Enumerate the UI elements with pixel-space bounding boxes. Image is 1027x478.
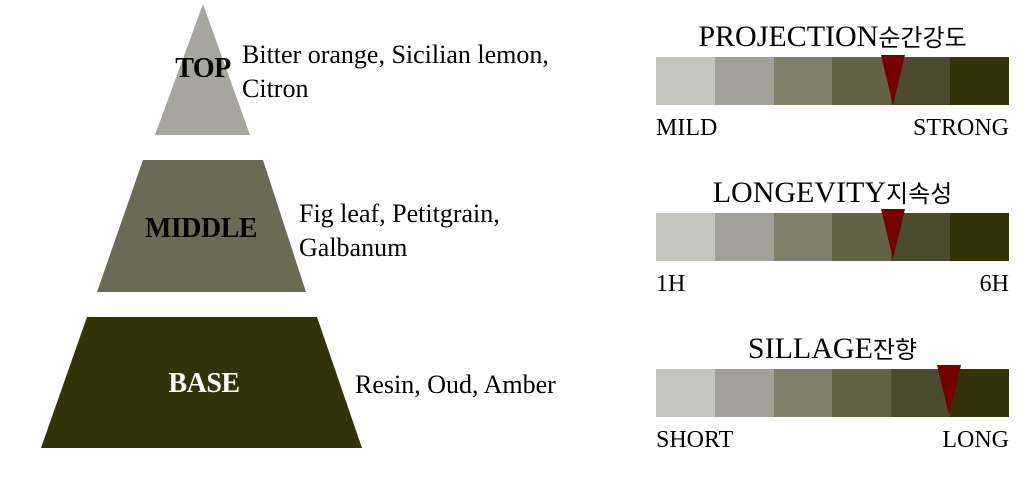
meter-title: SILLAGE잔향 [656,330,1009,366]
meter-title: LONGEVITY지속성 [656,174,1009,210]
meter-low-label: SHORT [656,427,734,453]
base-notes-line: Resin, Oud, Amber [355,370,556,399]
meter-title: PROJECTION순간강도 [656,18,1009,54]
meter-title-en: PROJECTION [698,20,879,53]
tier-label-middle: MIDDLE [144,213,258,244]
meter-title-en: SILLAGE [747,332,873,365]
note-pyramid [41,4,362,448]
tier-label-base: BASE [168,368,240,399]
meter-segment [773,57,833,105]
meter-segment [950,213,1009,261]
meter-marker [880,209,905,259]
meter-segment [950,57,1009,105]
meter-segment [714,369,774,417]
meter-segment [714,213,774,261]
meter-title-ko: 잔향 [872,336,918,364]
meter-segment [656,213,715,261]
top-notes: Bitter orange, Sicilian lemon, Citron [242,38,549,106]
meter-title-en: LONGEVITY [712,176,887,209]
middle-notes-line: Fig leaf, Petitgrain, [299,199,500,228]
meter-marker [880,55,905,105]
meter-high-label: LONG [942,427,1009,453]
meter-low-label: MILD [656,115,718,141]
meter-segment [773,369,833,417]
meter-segment [656,369,715,417]
meter-low-label: 1H [656,271,686,297]
middle-notes: Fig leaf, Petitgrain, Galbanum [299,197,500,265]
top-notes-line: Citron [242,74,309,103]
meter-high-label: STRONG [912,115,1009,141]
meter-marker [936,365,961,415]
meter-bar [656,213,1009,261]
meter-title-ko: 지속성 [886,180,953,208]
base-notes: Resin, Oud, Amber [355,368,556,402]
meter-segment [656,57,715,105]
meter-segment [714,57,774,105]
pyramid-tier-top [155,4,250,135]
pyramid-tier-middle [97,160,306,292]
meter-title-ko: 순간강도 [878,24,967,52]
meter-segment [773,213,833,261]
pyramid-tier-base [41,317,362,448]
top-notes-line: Bitter orange, Sicilian lemon, [242,40,549,69]
meter-high-label: 6H [979,271,1009,297]
meter-segment [832,369,892,417]
middle-notes-line: Galbanum [299,233,408,262]
tier-label-top: TOP [175,53,231,84]
meter-bar [656,57,1009,105]
